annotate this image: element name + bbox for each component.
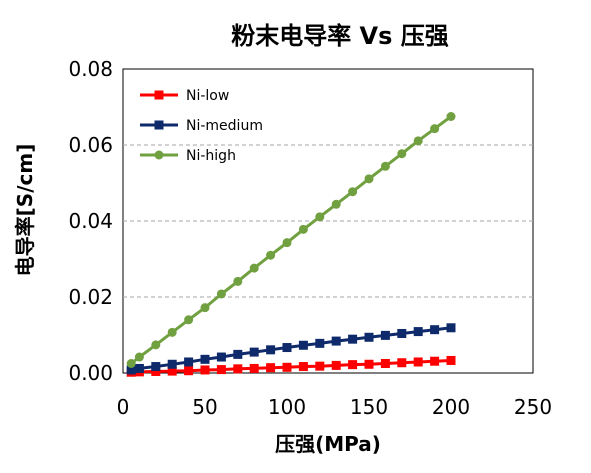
data-point-ni-high <box>282 238 292 248</box>
data-point-ni-low <box>298 362 308 372</box>
legend-marker-ni-medium <box>154 120 164 130</box>
data-point-ni-high <box>430 124 440 134</box>
data-point-ni-medium <box>430 325 440 335</box>
y-tick-label: 0.08 <box>68 57 113 81</box>
data-point-ni-low <box>282 362 292 372</box>
data-point-ni-low <box>364 359 374 369</box>
data-point-ni-medium <box>266 345 276 355</box>
chart-title: 粉末电导率 Vs 压强 <box>231 22 449 50</box>
data-point-ni-high <box>151 340 161 350</box>
legend-label-ni-medium: Ni-medium <box>186 118 263 134</box>
data-point-ni-medium <box>348 334 358 344</box>
data-point-ni-high <box>446 112 456 121</box>
x-tick-label: 50 <box>192 395 217 419</box>
data-point-ni-medium <box>167 359 177 369</box>
y-axis-label: 电导率[S/cm] <box>13 144 37 277</box>
data-point-ni-high <box>200 303 210 313</box>
data-point-ni-medium <box>397 328 407 338</box>
data-point-ni-high <box>167 327 177 337</box>
data-point-ni-low <box>151 366 161 376</box>
data-point-ni-low <box>167 366 177 376</box>
x-tick-label: 250 <box>514 395 552 419</box>
data-point-ni-high <box>364 174 374 184</box>
legend-label-ni-low: Ni-low <box>186 88 229 104</box>
x-tick-label: 100 <box>268 395 306 419</box>
y-tick-label: 0.00 <box>68 361 113 385</box>
data-point-ni-medium <box>200 354 210 364</box>
data-point-ni-high <box>249 263 259 273</box>
data-point-ni-low <box>233 364 243 374</box>
data-point-ni-low <box>430 356 440 366</box>
data-point-ni-high <box>184 315 194 325</box>
x-tick-label: 0 <box>117 395 130 419</box>
data-point-ni-medium <box>151 362 161 372</box>
data-point-ni-medium <box>282 343 292 353</box>
data-point-ni-medium <box>380 330 390 340</box>
data-point-ni-high <box>331 199 341 209</box>
data-point-ni-medium <box>184 357 194 367</box>
data-point-ni-low <box>446 355 456 365</box>
data-point-ni-low <box>380 359 390 368</box>
data-point-ni-medium <box>249 347 259 357</box>
data-point-ni-low <box>331 360 341 370</box>
y-tick-label: 0.04 <box>68 209 113 233</box>
data-point-ni-high <box>413 136 423 146</box>
data-point-ni-high <box>134 352 144 362</box>
data-point-ni-medium <box>364 332 374 342</box>
data-point-ni-low <box>348 360 358 370</box>
data-point-ni-medium <box>315 338 325 348</box>
x-axis-label: 压强(MPa) <box>275 432 381 456</box>
data-point-ni-high <box>397 149 407 159</box>
data-point-ni-low <box>315 361 325 371</box>
y-tick-label: 0.06 <box>68 133 113 157</box>
data-point-ni-low <box>216 365 226 375</box>
y-tick-label: 0.02 <box>68 285 113 309</box>
data-point-ni-medium <box>446 323 456 333</box>
data-point-ni-high <box>266 250 276 260</box>
x-tick-label: 200 <box>432 395 470 419</box>
data-point-ni-medium <box>298 340 308 350</box>
data-point-ni-medium <box>216 352 226 362</box>
data-point-ni-medium <box>331 336 341 346</box>
data-point-ni-high <box>298 224 308 234</box>
plot-area: 0.00 0.02 0.04 0.06 0.08 0 50 100 150 200 250 Ni-lo… <box>68 57 552 419</box>
x-tick-label: 150 <box>350 395 388 419</box>
data-point-ni-high <box>315 212 325 222</box>
data-point-ni-medium <box>134 363 144 373</box>
data-point-ni-low <box>184 366 194 376</box>
data-point-ni-high <box>233 276 243 286</box>
data-point-ni-high <box>380 161 390 171</box>
data-point-ni-high <box>126 359 136 368</box>
data-point-ni-medium <box>233 349 243 359</box>
data-point-ni-medium <box>126 365 136 375</box>
legend-label-ni-high: Ni-high <box>186 148 236 164</box>
legend-marker-ni-low <box>154 90 164 100</box>
data-point-ni-high <box>216 289 226 299</box>
data-point-ni-low <box>249 363 259 373</box>
data-point-ni-low <box>200 365 210 375</box>
data-point-ni-high <box>348 187 358 197</box>
data-point-ni-low <box>397 358 407 368</box>
data-point-ni-low <box>413 357 423 367</box>
data-point-ni-medium <box>413 327 423 337</box>
data-point-ni-low <box>266 363 276 373</box>
legend-marker-ni-high <box>154 150 164 160</box>
